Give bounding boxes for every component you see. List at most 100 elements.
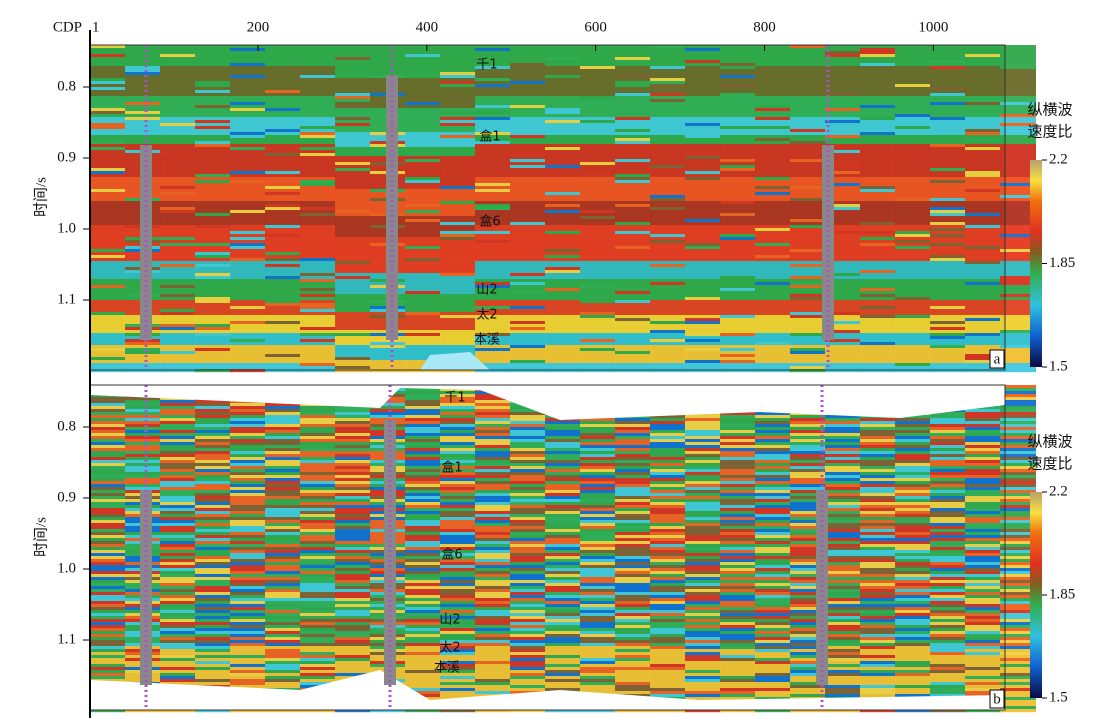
texture [160,457,196,461]
texture [440,466,476,470]
texture [475,517,511,521]
texture [895,604,931,608]
texture [125,66,161,70]
texture [475,439,511,443]
texture [440,442,476,446]
texture [930,418,966,422]
texture [510,138,546,142]
texture [580,502,616,506]
texture [230,51,266,55]
texture [580,466,616,470]
texture [335,529,371,533]
texture [685,207,721,211]
texture [860,505,896,509]
texture [195,141,231,145]
texture [195,517,231,521]
texture [265,141,301,145]
texture [300,529,336,533]
texture [965,207,1001,211]
texture [475,198,511,202]
texture [965,493,1001,497]
texture [1000,216,1036,220]
texture [720,556,756,560]
texture [650,111,686,115]
texture [160,162,196,166]
texture [825,466,861,470]
texture [580,550,616,554]
texture [790,162,826,166]
texture [90,270,126,274]
texture [475,580,511,584]
texture [965,598,1001,602]
texture [860,231,896,235]
texture [685,439,721,443]
texture [720,78,756,82]
texture [615,285,651,289]
texture [790,177,826,181]
texture [230,189,266,193]
texture [160,180,196,184]
texture [475,360,511,364]
texture [965,568,1001,572]
texture [300,496,336,500]
texture [440,409,476,413]
texture [860,499,896,503]
texture [440,90,476,94]
texture [545,427,581,431]
texture [90,141,126,145]
texture [615,135,651,139]
texture [860,198,896,202]
texture [895,267,931,271]
texture [720,360,756,364]
texture [825,195,861,199]
texture [895,78,931,82]
texture [580,535,616,539]
texture [405,306,441,310]
texture [720,448,756,452]
texture [895,502,931,506]
texture [755,108,791,112]
texture [300,550,336,554]
texture [755,580,791,584]
texture [685,363,721,367]
texture [335,63,371,67]
texture [895,48,931,52]
texture [615,520,651,524]
texture [510,445,546,449]
texture [475,598,511,602]
texture [510,51,546,55]
texture [685,505,721,509]
texture [230,249,266,253]
texture [405,354,441,358]
texture [300,535,336,539]
texture [265,243,301,247]
texture [475,448,511,452]
texture [825,475,861,479]
texture [895,228,931,232]
texture [440,141,476,145]
texture [685,318,721,322]
texture [335,180,371,184]
texture [930,72,966,76]
texture [580,168,616,172]
texture [510,610,546,614]
texture [720,451,756,455]
texture [475,192,511,196]
texture [265,607,301,611]
texture [230,168,266,172]
texture [825,544,861,548]
texture [230,126,266,130]
texture [930,306,966,310]
texture [580,559,616,563]
texture [755,84,791,88]
texture [125,481,161,485]
texture [160,45,196,49]
texture [335,547,371,551]
texture [335,496,371,500]
texture [440,156,476,160]
texture [860,81,896,85]
texture [440,201,476,205]
texture [930,592,966,596]
texture [685,487,721,491]
texture [265,288,301,292]
